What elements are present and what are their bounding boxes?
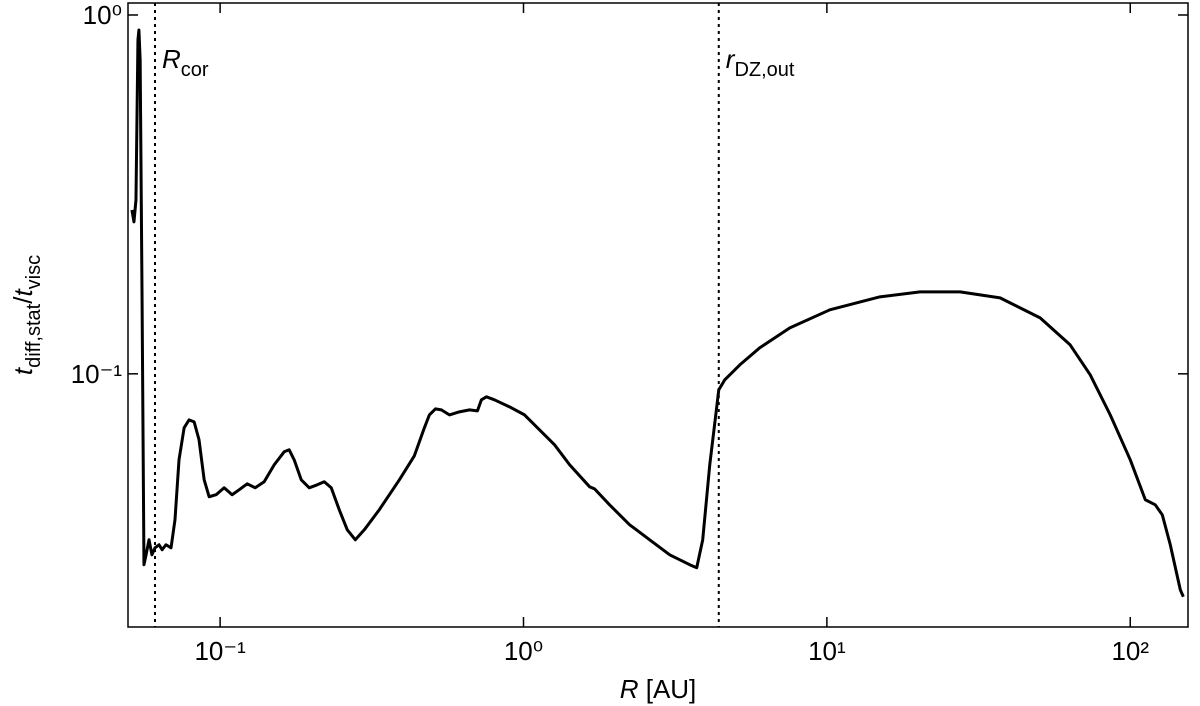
reference-sub: DZ,out — [734, 59, 794, 81]
y-label-sub: diff,stat — [23, 303, 45, 368]
y-tick-label: 10⁻¹ — [71, 359, 123, 389]
y-tick-label: 10⁰ — [83, 0, 122, 30]
y-label-sep: / — [8, 296, 38, 304]
reference-label: rDZ,out — [726, 44, 795, 81]
plot-frame — [127, 2, 1189, 628]
x-label-unit: [AU] — [646, 674, 697, 704]
y-label-symbol: t — [8, 366, 38, 375]
reference-symbol: R — [162, 44, 181, 74]
y-label-symbol: t — [8, 288, 38, 297]
x-tick-label: 10⁰ — [504, 636, 543, 666]
x-tick-label: 10² — [1111, 636, 1149, 666]
data-line — [130, 28, 1185, 598]
reference-sub: cor — [181, 59, 209, 81]
reference-label: Rcor — [162, 44, 209, 81]
y-label-sub: visc — [23, 255, 45, 289]
x-tick-label: 10⁻¹ — [194, 636, 246, 666]
x-axis-label: R [AU] — [620, 674, 697, 704]
x-label-symbol: R — [620, 674, 639, 704]
reference-symbol: r — [726, 44, 736, 74]
x-tick-label: 10¹ — [808, 636, 846, 666]
y-axis-label: tdiff,stat/tvisc — [8, 255, 45, 375]
